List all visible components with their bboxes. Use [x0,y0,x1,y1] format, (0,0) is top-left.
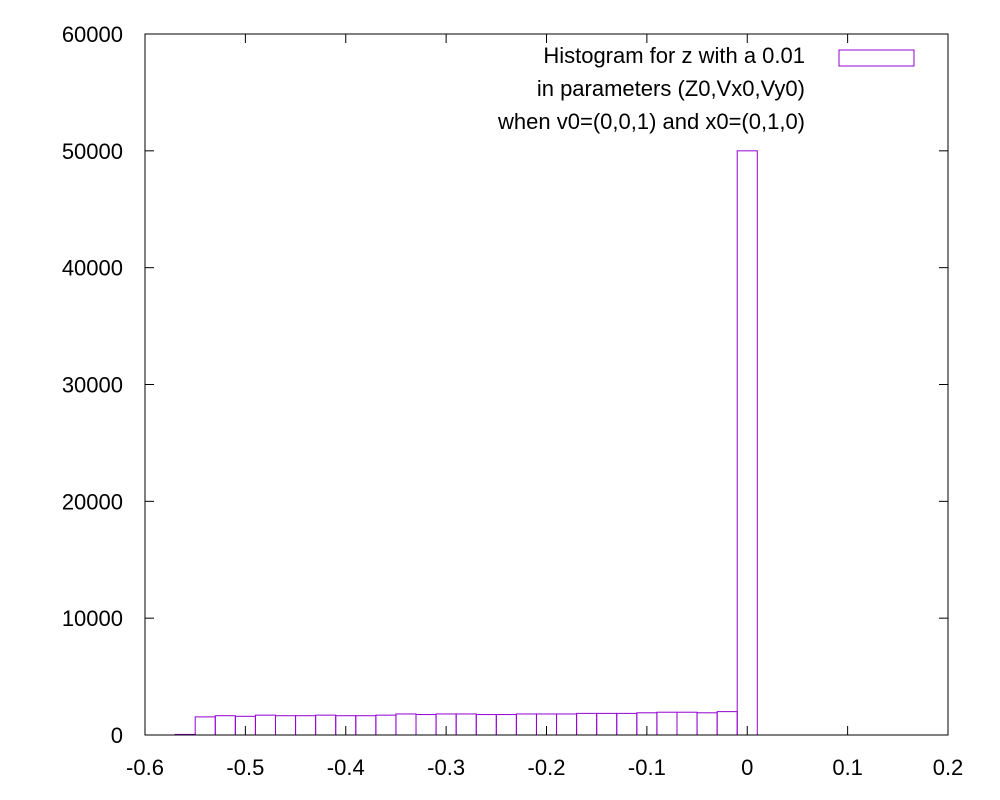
x-tick-label: -0.5 [226,755,264,780]
y-tick-label: 20000 [62,489,123,514]
legend-line-1: Histogram for z with a 0.01 [543,43,805,68]
y-tick-label: 50000 [62,139,123,164]
x-tick-label: -0.1 [628,755,666,780]
x-tick-label: 0.1 [832,755,863,780]
plot-frame [144,33,949,736]
y-tick-label: 60000 [62,22,123,47]
y-tick-label: 40000 [62,256,123,281]
x-tick-label: -0.4 [327,755,365,780]
x-tick-label: -0.3 [427,755,465,780]
legend: Histogram for z with a 0.01 in parameter… [497,43,915,134]
legend-line-3: when v0=(0,0,1) and x0=(0,1,0) [497,109,805,134]
legend-line-2: in parameters (Z0,Vx0,Vy0) [537,76,805,101]
x-tick-label: -0.2 [528,755,566,780]
y-tick-label: 30000 [62,373,123,398]
y-tick-label: 0 [111,723,123,748]
y-tick-label: 10000 [62,606,123,631]
x-tick-label: -0.6 [126,755,164,780]
legend-swatch [838,49,915,67]
axis-tick-labels: -0.6 -0.5 -0.4 -0.3 -0.2 -0.1 0 0.1 0.2 0 10000 200… [62,22,963,780]
x-tick-label: 0.2 [933,755,964,780]
x-tick-label: 0 [741,755,753,780]
